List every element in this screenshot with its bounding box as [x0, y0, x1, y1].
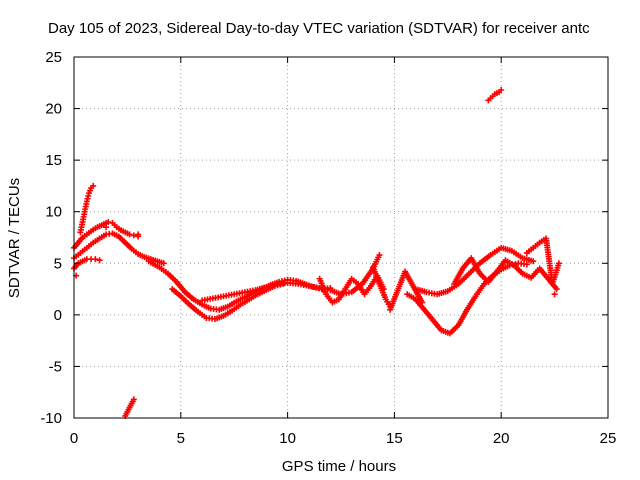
data-point — [376, 252, 383, 259]
data-point — [553, 286, 560, 293]
data-point — [338, 291, 344, 298]
data-point — [130, 232, 137, 239]
y-tick-label: -5 — [49, 358, 62, 375]
data-point — [419, 299, 426, 306]
data-point — [555, 260, 562, 267]
data-point — [530, 258, 537, 265]
y-tick-label: 25 — [45, 49, 62, 66]
x-tick-label: 10 — [279, 430, 296, 447]
data-point — [135, 231, 142, 238]
data-point — [130, 396, 137, 403]
y-tick-label: 0 — [54, 307, 62, 324]
data-point — [96, 257, 103, 264]
data-point — [551, 291, 558, 298]
x-tick-label: 15 — [386, 430, 403, 447]
x-axis-label: GPS time / hours — [282, 458, 396, 475]
y-tick-label: 5 — [54, 255, 62, 272]
data-point — [103, 224, 110, 231]
x-tick-label: 20 — [493, 430, 510, 447]
axes: 0 5 10 15 20 25 -10 -5 0 5 10 15 20 25 — [40, 49, 616, 447]
data-point — [90, 182, 97, 189]
data-point — [498, 87, 505, 94]
chart-title: Day 105 of 2023, Sidereal Day-to-day VTE… — [48, 20, 590, 37]
y-tick-label: 10 — [45, 204, 62, 221]
data-point — [92, 256, 99, 263]
x-tick-label: 25 — [600, 430, 617, 447]
data-points — [71, 87, 562, 419]
y-axis-label: SDTVAR / TECUs — [6, 178, 23, 298]
plot-frame — [73, 56, 609, 419]
y-tick-label: 20 — [45, 101, 62, 118]
x-tick-label: 0 — [70, 430, 78, 447]
x-tick-label: 5 — [177, 430, 185, 447]
data-point — [126, 231, 133, 238]
grid — [74, 57, 608, 418]
y-tick-label: -10 — [40, 410, 62, 427]
data-point — [160, 260, 167, 267]
y-tick-label: 15 — [45, 152, 62, 169]
data-point — [105, 219, 112, 226]
